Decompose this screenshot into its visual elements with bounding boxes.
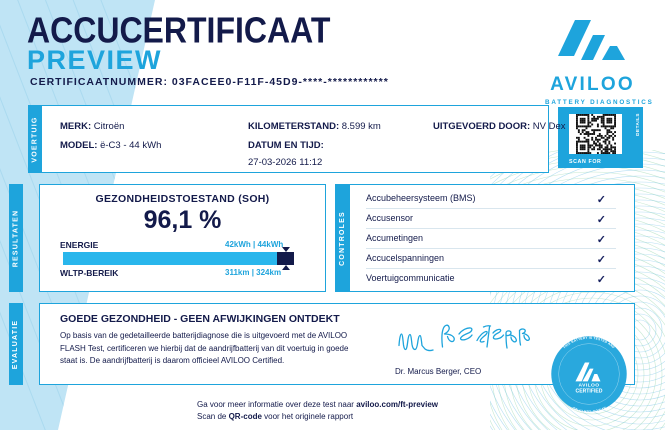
svg-text:CERTIFIED: CERTIFIED: [576, 388, 603, 394]
svg-text:AVILOO: AVILOO: [579, 383, 600, 389]
